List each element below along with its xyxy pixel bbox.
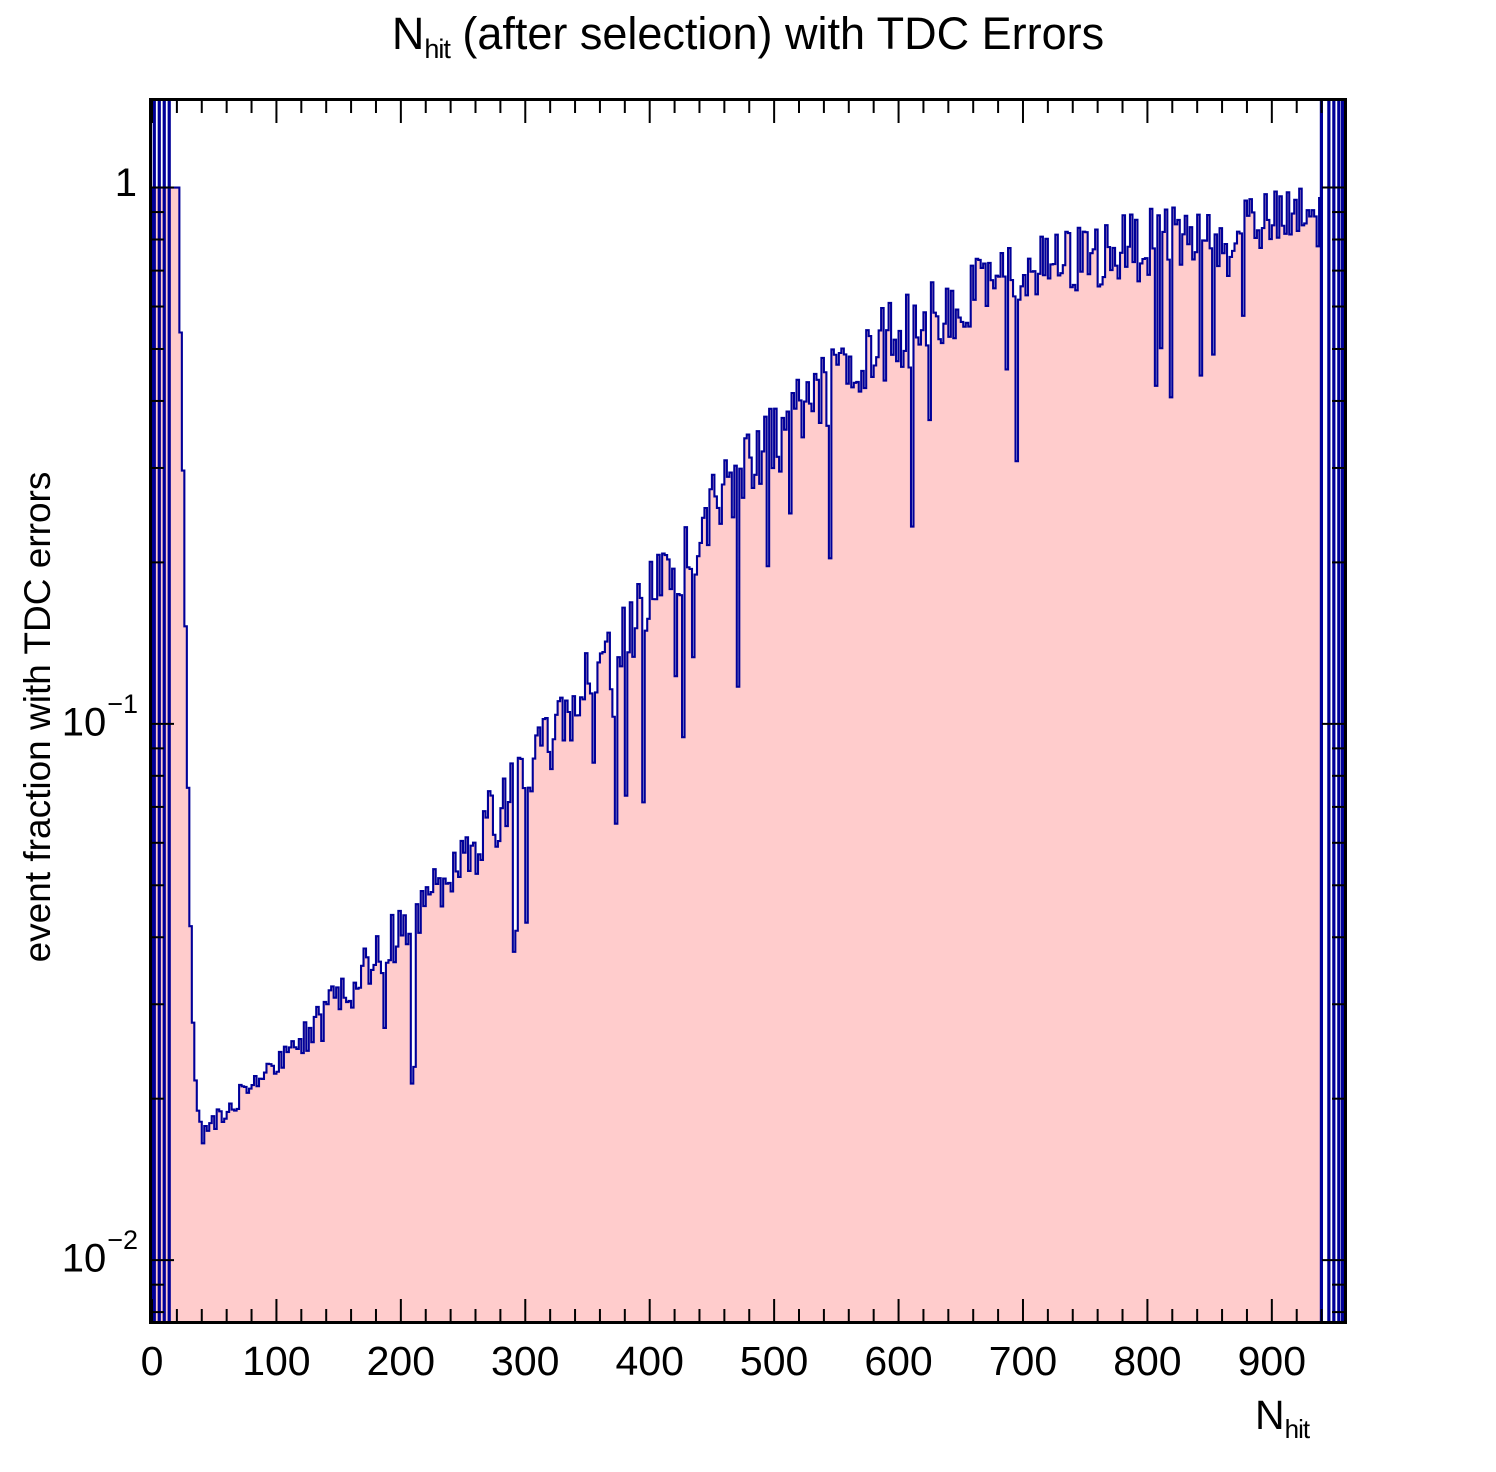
x-tick-label: 900 — [1237, 1338, 1307, 1384]
x-tick-label: 300 — [491, 1338, 560, 1384]
title-prefix: N — [391, 8, 425, 59]
empty-bin-line — [1319, 101, 1323, 1321]
y-tick-label-1e-1: 10−1 — [61, 689, 138, 745]
x-tick-label: 500 — [739, 1338, 809, 1384]
y-tick-exponent: −1 — [107, 688, 138, 719]
page-title: Nhit (after selection) with TDC Errors — [0, 8, 1496, 64]
empty-bin-line — [162, 101, 166, 1321]
y-tick-label-1: 1 — [115, 161, 137, 206]
histogram-plot — [152, 101, 1344, 1321]
empty-bin-line — [1327, 101, 1331, 1321]
plot-frame — [149, 98, 1347, 1324]
empty-bin-line — [1340, 101, 1344, 1321]
x-tick-label: 600 — [864, 1338, 933, 1384]
empty-bin-line — [152, 101, 156, 1321]
y-tick-mantissa: 10 — [61, 700, 107, 745]
y-tick-mantissa: 10 — [61, 1236, 107, 1281]
xaxis-title-subscript: hit — [1284, 1414, 1310, 1444]
x-axis-title: Nhit — [1255, 1392, 1310, 1444]
empty-bin-line — [167, 101, 171, 1321]
x-tick-label: 700 — [988, 1338, 1058, 1384]
histogram-outline — [152, 186, 1323, 1321]
x-tick-label: 100 — [242, 1338, 311, 1384]
y-tick-mantissa: 1 — [114, 160, 137, 205]
x-tick-label: 200 — [366, 1338, 436, 1384]
y-tick-label-1e-2: 10−2 — [61, 1225, 138, 1281]
histogram-fill — [152, 187, 1322, 1321]
xaxis-title-prefix: N — [1255, 1392, 1285, 1438]
y-tick-exponent: −2 — [107, 1225, 138, 1256]
title-rest: (after selection) with TDC Errors — [449, 8, 1105, 59]
empty-bin-line — [1337, 101, 1341, 1321]
y-axis-title: event fraction with TDC errors — [17, 471, 58, 963]
empty-bin-line — [1332, 101, 1336, 1321]
empty-bin-line — [157, 101, 161, 1321]
x-tick-label: 0 — [140, 1338, 164, 1384]
x-tick-label: 800 — [1113, 1338, 1182, 1384]
x-tick-label: 400 — [615, 1338, 684, 1384]
title-subscript: hit — [424, 34, 451, 64]
